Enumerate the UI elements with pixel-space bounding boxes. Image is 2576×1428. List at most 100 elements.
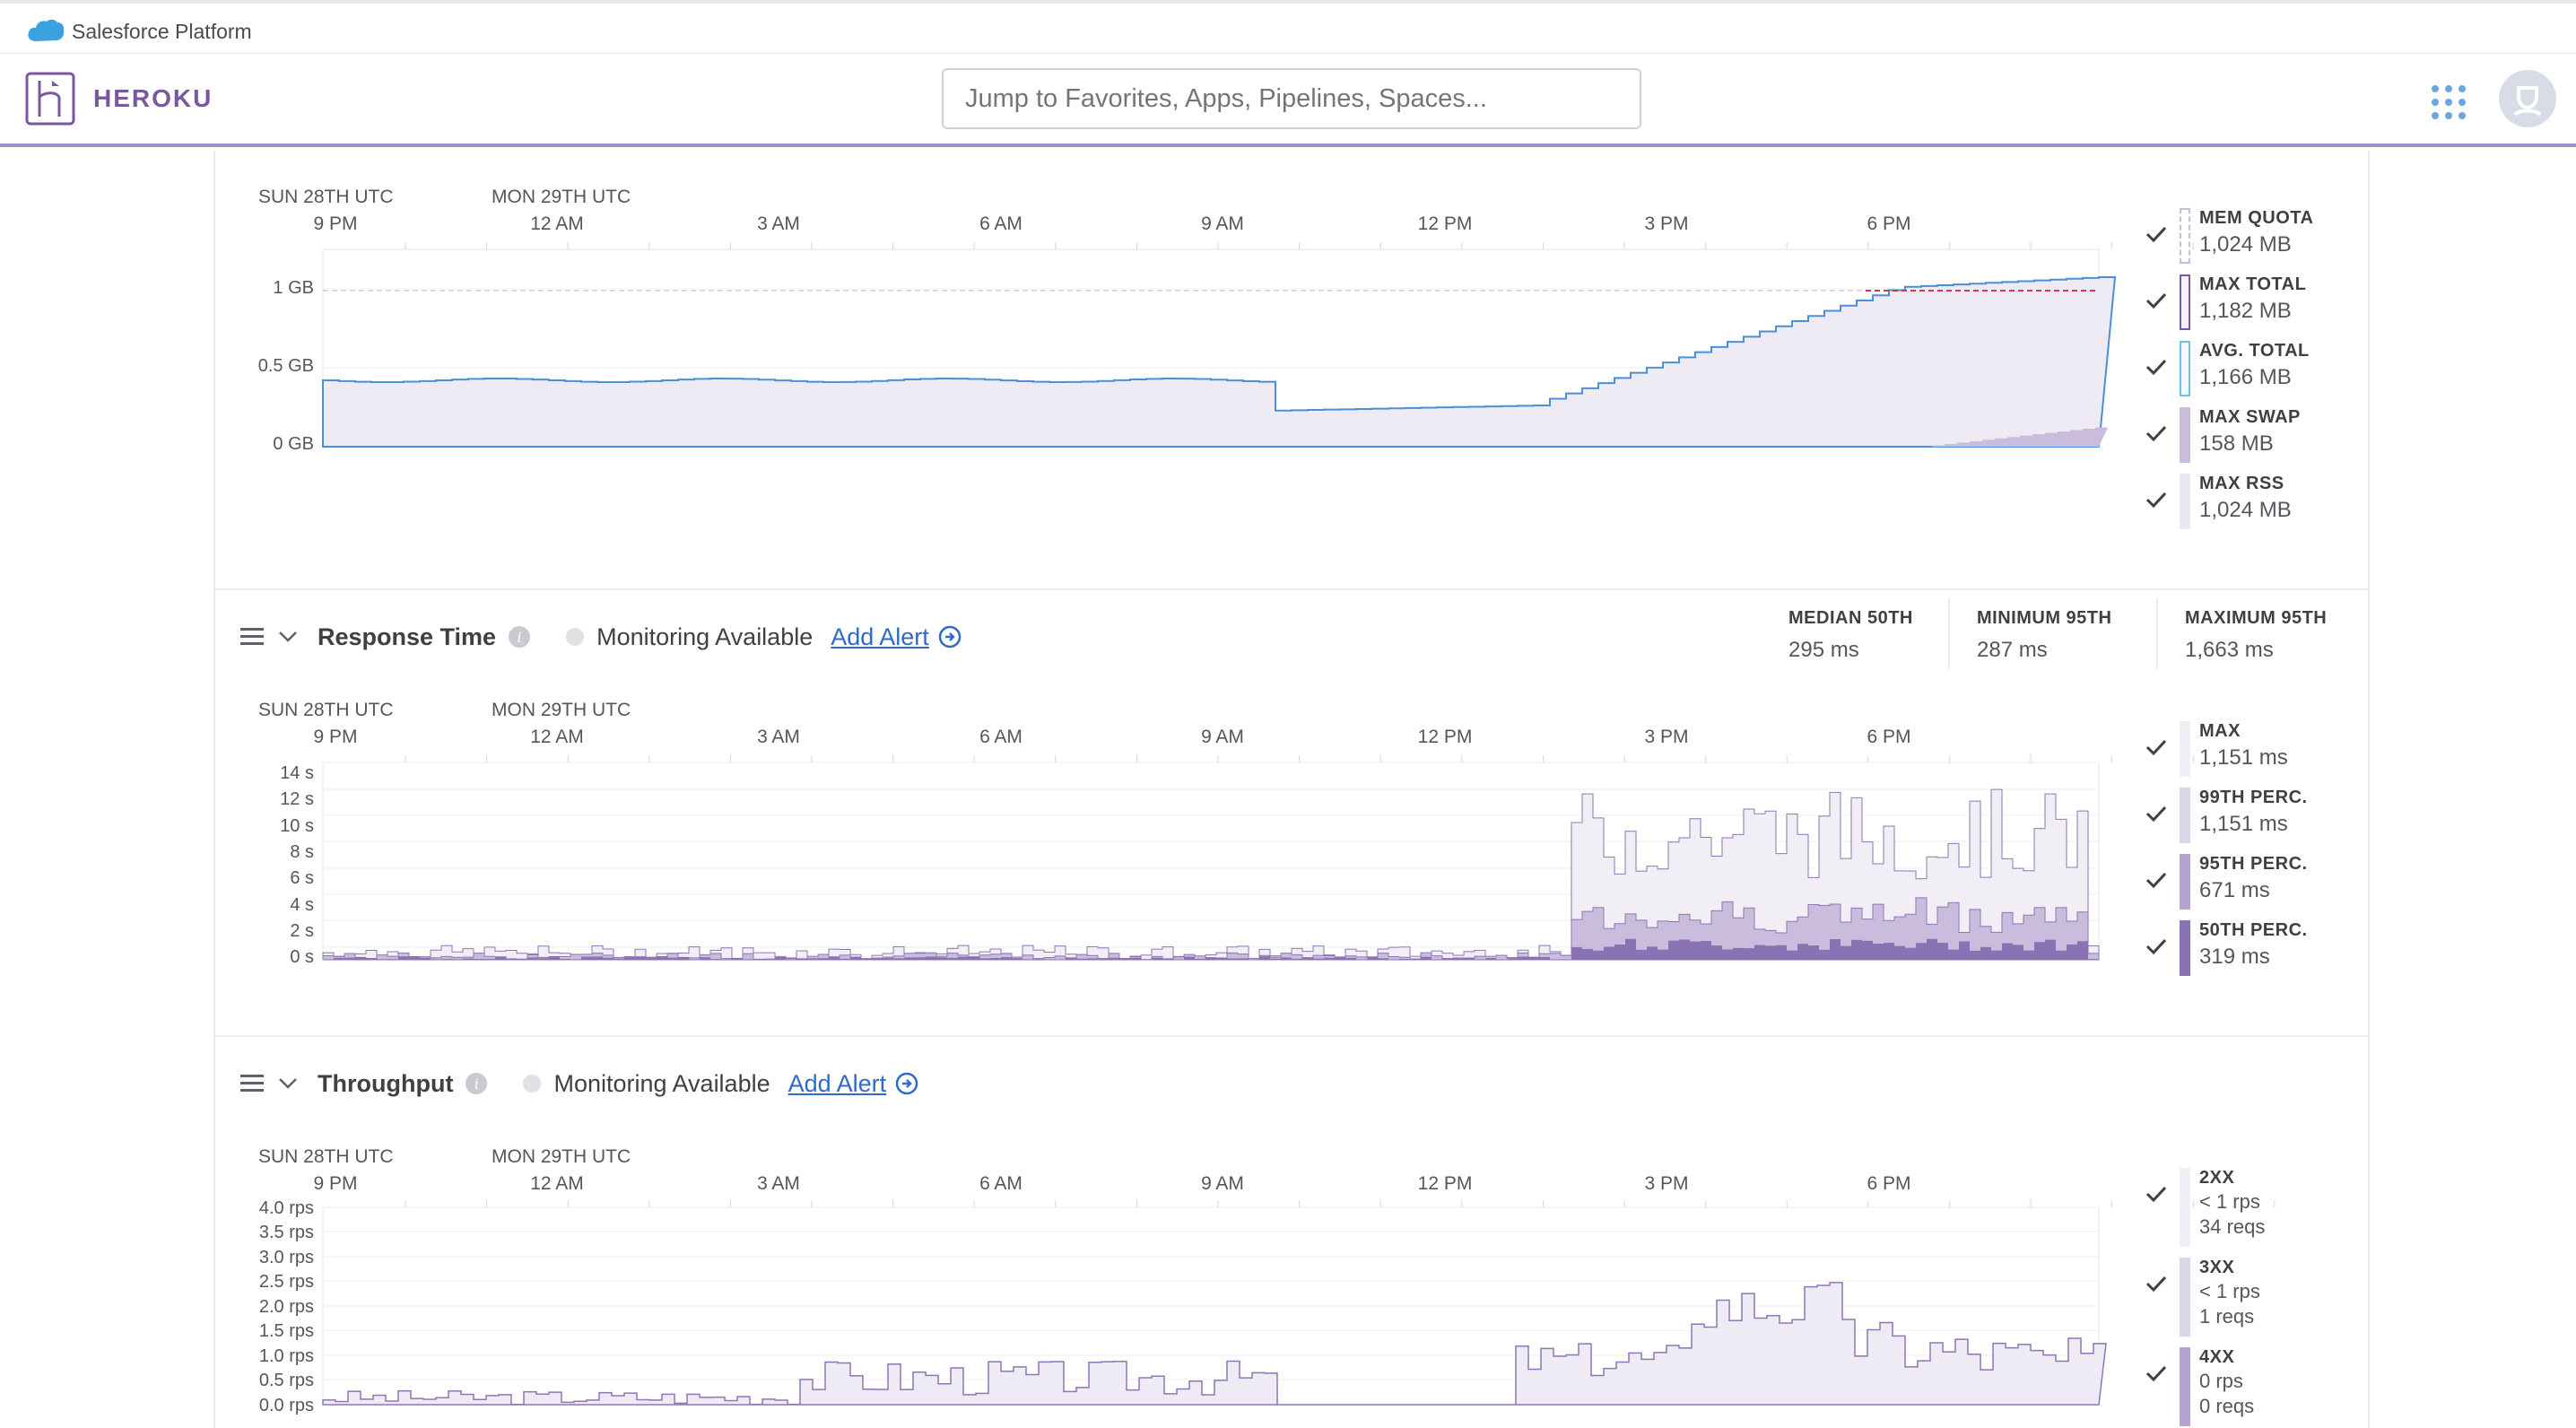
monitoring-status-dot bbox=[566, 628, 585, 646]
check-icon[interactable] bbox=[2144, 1363, 2169, 1383]
legend-swatch bbox=[2180, 721, 2190, 777]
info-icon[interactable]: i bbox=[509, 626, 531, 648]
y-label: 8 s bbox=[290, 842, 314, 862]
legend-key: 99TH PERC. bbox=[2199, 788, 2308, 807]
tick-label: 3 AM bbox=[757, 213, 800, 234]
legend-swatch bbox=[2180, 407, 2190, 463]
drag-handle-icon[interactable] bbox=[240, 1075, 265, 1093]
day-label-mon: MON 29TH UTC bbox=[492, 1146, 631, 1167]
y-label: 3.5 rps bbox=[258, 1223, 314, 1242]
check-icon[interactable] bbox=[2144, 291, 2169, 310]
legend-max-total[interactable]: MAX TOTAL 1,182 MB bbox=[2144, 274, 2306, 330]
monitoring-status: Monitoring Available bbox=[596, 623, 814, 650]
chevron-down-icon[interactable] bbox=[278, 1077, 298, 1090]
salesforce-bar: Salesforce Platform bbox=[0, 0, 2576, 54]
monitoring-status-dot bbox=[523, 1075, 542, 1093]
panel-divider bbox=[213, 588, 2370, 590]
stat-key: MEDIAN 50TH bbox=[1788, 608, 1913, 628]
legend-value: 158 MB bbox=[2199, 431, 2274, 456]
legend-value: 1,151 ms bbox=[2199, 812, 2288, 836]
legend-3xx[interactable]: 3XX < 1 rps 1 reqs bbox=[2144, 1258, 2260, 1337]
check-icon[interactable] bbox=[2144, 490, 2169, 509]
legend-key: 3XX bbox=[2199, 1258, 2235, 1277]
check-icon[interactable] bbox=[2144, 804, 2169, 823]
memory-chart[interactable] bbox=[322, 242, 2276, 450]
legend-value: 671 ms bbox=[2199, 878, 2270, 902]
panel-title: Response Time bbox=[318, 623, 497, 650]
day-label-mon: MON 29TH UTC bbox=[492, 700, 631, 720]
heroku-logo-icon[interactable] bbox=[25, 72, 75, 126]
legend-key: MAX bbox=[2199, 721, 2241, 741]
legend-key: MAX SWAP bbox=[2199, 407, 2301, 427]
throughput-header: Throughput i Monitoring Available Add Al… bbox=[240, 1064, 918, 1103]
legend-2xx[interactable]: 2XX < 1 rps 34 reqs bbox=[2144, 1168, 2265, 1247]
add-alert-link[interactable]: Add Alert bbox=[831, 623, 929, 650]
top-nav: HEROKU bbox=[0, 54, 2576, 147]
legend-mem-quota[interactable]: MEM QUOTA 1,024 MB bbox=[2144, 208, 2313, 264]
legend-key: MAX TOTAL bbox=[2199, 274, 2307, 294]
check-icon[interactable] bbox=[2144, 423, 2169, 443]
search-input[interactable] bbox=[942, 68, 1641, 129]
chevron-down-icon[interactable] bbox=[278, 631, 298, 643]
throughput-chart[interactable] bbox=[322, 1200, 2276, 1408]
arrow-circle-right-icon[interactable] bbox=[938, 625, 962, 649]
y-label: 1 GB bbox=[273, 278, 314, 298]
legend-max[interactable]: MAX 1,151 ms bbox=[2144, 721, 2288, 777]
legend-key: 95TH PERC. bbox=[2199, 854, 2308, 874]
user-avatar[interactable] bbox=[2499, 70, 2556, 127]
stat-minimum-95th: MINIMUM 95TH 287 ms bbox=[1977, 608, 2111, 663]
tick-label: 9 PM bbox=[313, 727, 358, 747]
stat-value: 287 ms bbox=[1977, 638, 2048, 662]
check-icon[interactable] bbox=[2144, 357, 2169, 377]
y-label: 12 s bbox=[280, 789, 314, 809]
y-label: 0 s bbox=[290, 947, 314, 967]
tick-label: 6 PM bbox=[1867, 727, 1911, 747]
check-icon[interactable] bbox=[2144, 870, 2169, 890]
check-icon[interactable] bbox=[2144, 1184, 2169, 1204]
stat-maximum-95th: MAXIMUM 95TH 1,663 ms bbox=[2185, 608, 2327, 663]
arrow-circle-right-icon[interactable] bbox=[895, 1072, 918, 1095]
memory-total-area bbox=[322, 276, 2117, 448]
legend-50th[interactable]: 50TH PERC. 319 ms bbox=[2144, 920, 2308, 976]
y-label: 2 s bbox=[290, 921, 314, 941]
info-icon[interactable]: i bbox=[466, 1073, 488, 1094]
y-label: 6 s bbox=[290, 868, 314, 888]
tick-label: 6 AM bbox=[979, 1173, 1023, 1194]
legend-4xx[interactable]: 4XX 0 rps 0 reqs bbox=[2144, 1347, 2254, 1426]
legend-key: 4XX bbox=[2199, 1347, 2235, 1367]
legend-swatch bbox=[2180, 788, 2190, 843]
response-time-chart[interactable] bbox=[322, 755, 2276, 963]
heroku-brand[interactable]: HEROKU bbox=[93, 84, 213, 112]
legend-swatch bbox=[2180, 1347, 2190, 1426]
legend-max-rss[interactable]: MAX RSS 1,024 MB bbox=[2144, 474, 2292, 529]
legend-avg-total[interactable]: AVG. TOTAL 1,166 MB bbox=[2144, 341, 2310, 396]
legend-swatch bbox=[2180, 854, 2190, 910]
y-label: 3.0 rps bbox=[258, 1248, 314, 1267]
response-50th-area bbox=[323, 938, 2099, 960]
check-icon[interactable] bbox=[2144, 737, 2169, 757]
legend-value: 1,024 MB bbox=[2199, 232, 2292, 257]
app-switcher-grid-icon[interactable] bbox=[2431, 84, 2467, 120]
stat-separator bbox=[2156, 597, 2158, 669]
tick-label: 3 PM bbox=[1644, 213, 1689, 234]
legend-99th[interactable]: 99TH PERC. 1,151 ms bbox=[2144, 788, 2308, 843]
legend-key: MEM QUOTA bbox=[2199, 208, 2314, 228]
response-time-header: Response Time i Monitoring Available Add… bbox=[240, 617, 962, 657]
add-alert-link[interactable]: Add Alert bbox=[788, 1069, 887, 1097]
legend-95th[interactable]: 95TH PERC. 671 ms bbox=[2144, 854, 2308, 910]
check-icon[interactable] bbox=[2144, 1274, 2169, 1293]
tick-label: 12 AM bbox=[530, 213, 584, 234]
tick-label: 9 PM bbox=[313, 1173, 358, 1194]
tick-label: 12 AM bbox=[530, 727, 584, 747]
stat-key: MAXIMUM 95TH bbox=[2185, 608, 2328, 628]
y-label: 10 s bbox=[280, 816, 314, 836]
y-label: 14 s bbox=[280, 763, 314, 783]
day-label-mon: MON 29TH UTC bbox=[492, 187, 631, 207]
stat-value: 295 ms bbox=[1788, 638, 1859, 662]
check-icon[interactable] bbox=[2144, 224, 2169, 244]
drag-handle-icon[interactable] bbox=[240, 628, 265, 646]
tick-label: 12 PM bbox=[1417, 727, 1473, 747]
legend-max-swap[interactable]: MAX SWAP 158 MB bbox=[2144, 407, 2301, 463]
check-icon[interactable] bbox=[2144, 936, 2169, 956]
legend-rate: 0 rps bbox=[2199, 1370, 2243, 1392]
